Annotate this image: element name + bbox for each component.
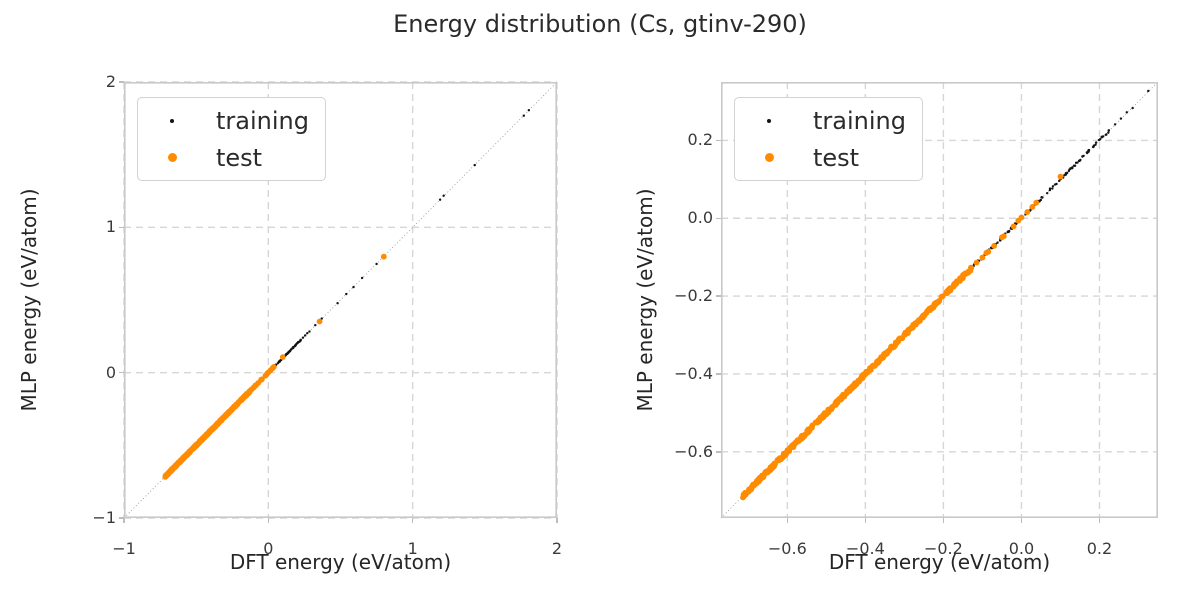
x-tick-label: 0.2: [1086, 539, 1113, 558]
x-tick-mark: [411, 518, 414, 523]
legend-label-test: test: [216, 143, 263, 172]
y-tick-label: −0.4: [674, 363, 713, 383]
left-plot-canvas: [123, 81, 558, 519]
legend-label-training: training: [813, 106, 906, 135]
x-tick-label: 1: [407, 539, 418, 558]
x-tick-mark: [786, 518, 789, 523]
x-tick-mark: [1098, 518, 1101, 523]
y-axis-label: MLP energy (eV/atom): [17, 188, 41, 412]
legend-item-test: test: [150, 139, 309, 176]
x-tick-mark: [1020, 518, 1023, 523]
x-tick-label: −0.4: [845, 539, 885, 558]
training-marker-icon: [150, 118, 194, 123]
x-tick-mark: [267, 518, 270, 523]
y-tick-mark: [119, 226, 124, 229]
legend-item-training: training: [747, 102, 906, 139]
y-tick-label: 1: [105, 217, 116, 237]
test-marker-icon: [150, 153, 194, 162]
legend: training test: [137, 97, 326, 181]
axes-spines: [721, 82, 1158, 518]
test-marker-icon: [747, 153, 791, 162]
training-marker-icon: [747, 118, 791, 123]
y-tick-label: 0: [105, 362, 116, 382]
right-plot: DFT energy (eV/atom) MLP energy (eV/atom…: [633, 81, 1159, 574]
x-tick-label: −0.6: [767, 539, 807, 558]
left-plot: DFT energy (eV/atom) MLP energy (eV/atom…: [17, 72, 562, 574]
x-axis-label: DFT energy (eV/atom): [229, 550, 452, 574]
y-tick-mark: [716, 139, 721, 142]
test-points: [162, 253, 387, 480]
x-tick-label: 2: [551, 539, 563, 558]
axes-spines: [124, 82, 557, 518]
x-tick-label: −0.2: [923, 539, 963, 558]
x-tick-label: −1: [112, 539, 136, 558]
legend-label-test: test: [813, 143, 860, 172]
legend: training test: [734, 97, 923, 181]
x-tick-mark: [864, 518, 867, 523]
y-tick-mark: [716, 451, 721, 453]
x-tick-mark: [942, 518, 945, 523]
test-points: [740, 82, 1158, 501]
x-tick-label: 0.0: [1008, 539, 1035, 558]
y-tick-mark: [119, 81, 124, 83]
x-axis-label: DFT energy (eV/atom): [828, 550, 1051, 574]
y-tick-mark: [119, 517, 124, 519]
y-tick-mark: [119, 371, 124, 374]
y-tick-label: 0.2: [687, 130, 713, 150]
y-tick-mark: [716, 217, 721, 219]
y-tick-label: −0.6: [674, 441, 713, 461]
y-tick-label: −1: [92, 508, 116, 527]
legend-item-test: test: [747, 139, 906, 176]
y-tick-mark: [716, 295, 721, 297]
y-tick-label: 2: [105, 72, 116, 91]
x-tick-mark: [556, 518, 558, 523]
figure-title: Energy distribution (Cs, gtinv-290): [393, 10, 807, 38]
x-tick-mark: [123, 518, 125, 523]
y-tick-label: 0.0: [687, 208, 713, 228]
legend-label-training: training: [216, 106, 309, 135]
x-tick-label: 0: [263, 539, 274, 558]
y-tick-label: −0.2: [674, 286, 713, 306]
y-tick-mark: [716, 373, 721, 375]
legend-item-training: training: [150, 102, 309, 139]
